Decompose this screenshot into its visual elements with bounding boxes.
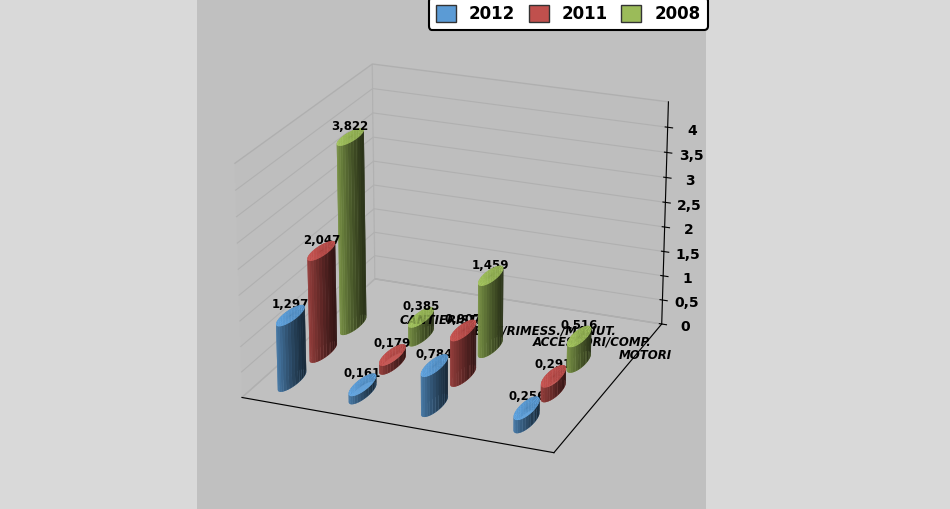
Legend: 2012, 2011, 2008: 2012, 2011, 2008 bbox=[429, 0, 708, 30]
